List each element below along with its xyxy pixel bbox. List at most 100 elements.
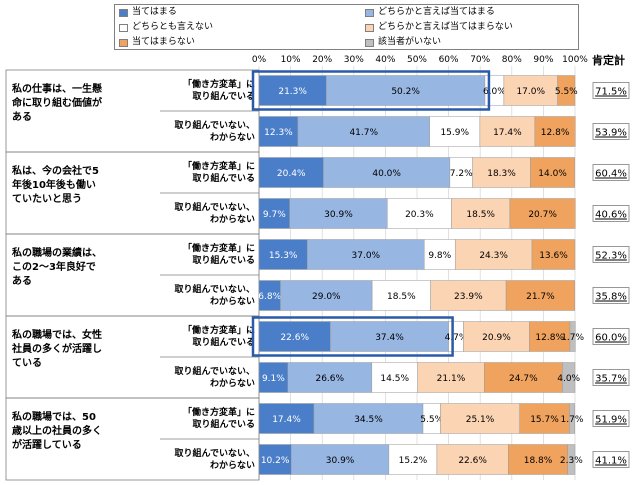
row-2-1-data-label-4: 21.7% [526,292,555,302]
row-3-1-bar-seg-4 [484,362,563,393]
row-3-0-data-label-4: 12.8% [535,333,564,343]
row-0-1-total-value: 53.9% [595,128,627,139]
legend-label-0: 当てはまる [132,7,177,17]
row-0-1-bar-seg-1 [297,116,430,147]
row-4-1-data-label-0: 10.2% [261,456,290,466]
row-4-0-data-label-5: 1.7% [561,415,584,425]
row-4-0-bar-seg-5 [569,403,575,434]
x-tick-label-9: 90% [533,55,553,65]
row-0-0-data-label-0: 21.3% [278,87,307,97]
row-2-0-data-label-4: 13.6% [539,251,568,261]
row-3-1-data-label-5: 4.0% [557,374,580,384]
row-2-1-data-label-1: 29.0% [312,292,341,302]
row-2-1-label: 取り組んでいない、わからない [174,283,255,307]
row-0-1-data-label-2: 15.9% [440,128,469,138]
row-4-1-bar-seg-1 [290,444,390,475]
row-4-0-data-label-3: 25.1% [466,415,495,425]
row-2-1-total-value: 35.8% [595,292,627,303]
row-4-0-data-label-4: 15.7% [530,415,559,425]
row-0-0-data-label-3: 17.0% [516,87,545,97]
legend: 当てはまる どちらかと言えば当てはまる どちらとも言えない どちらかと言えば当て… [114,4,579,50]
row-0-1-total-box [592,123,630,140]
row-3-1-bar-seg-2 [371,362,418,393]
row-2-0-data-label-1: 37.0% [352,251,381,261]
row-3-0-total-box [592,328,630,345]
row-1-0-bar-seg-0 [258,157,324,188]
row-0-0-total-value: 71.5% [595,87,627,98]
row-1-1-data-label-0: 9.7% [263,210,286,220]
row-4-1-bar-seg-5 [567,444,576,475]
row-4-1-data-label-1: 30.9% [326,456,355,466]
row-1-1-label: 取り組んでいない、わからない [174,201,255,225]
row-3-0-bar-seg-5 [569,321,576,352]
row-2-1-data-label-2: 18.5% [387,292,416,302]
row-1-0-data-label-4: 14.0% [538,169,567,179]
row-1-0-data-label-2: 7.2% [450,169,473,179]
legend-item-2: どちらとも言えない [119,22,213,33]
legend-swatch-3 [365,23,374,32]
row-1-1-bar-seg-2 [387,198,452,229]
legend-swatch-0 [119,8,128,17]
row-0-1-data-label-1: 41.7% [349,128,378,138]
row-0-0-data-label-2: 6.0% [483,87,506,97]
row-4-1-bar-seg-0 [258,444,292,475]
row-0-1-data-label-0: 12.3% [264,128,293,138]
row-1-0-total-value: 60.4% [595,169,627,180]
row-1-0-bar-seg-3 [472,157,531,188]
row-3-1-data-label-2: 14.5% [380,374,409,384]
row-0-1-data-label-3: 17.4% [493,128,522,138]
row-2-0-label: 「働き方変革」に取り組んでいる [183,242,255,266]
legend-label-3: どちらかと言えば当てはまらない [378,22,513,32]
question-label-0: 私の仕事は、一生懸命に取り組む価値がある [11,82,103,123]
row-4-0-data-label-0: 17.4% [272,415,301,425]
legend-item-3: どちらかと言えば当てはまらない [365,22,513,33]
row-3-0-bar-seg-1 [330,321,449,352]
row-1-0-data-label-3: 18.3% [487,169,516,179]
row-1-1-data-label-1: 30.9% [324,210,353,220]
row-3-1-data-label-4: 24.7% [509,374,538,384]
row-1-0-bar-seg-4 [530,157,575,188]
row-0-0-data-label-4: 5.5% [555,87,578,97]
row-1-1-bar-seg-4 [509,198,576,229]
row-1-1-bar-seg-3 [451,198,511,229]
row-1-0-data-label-0: 20.4% [277,169,306,179]
row-4-1-bar-seg-3 [436,444,509,475]
row-4-1-total-value: 41.1% [595,456,627,467]
row-3-1-total-value: 35.7% [595,374,627,385]
legend-label-4: 当てはまらない [132,37,195,47]
row-1-1-data-label-4: 20.7% [528,210,557,220]
legend-swatch-4 [119,38,128,47]
x-tick-label-10: 100% [562,55,588,65]
row-0-0-total-box [592,82,630,99]
row-0-1-label: 取り組んでいない、わからない [174,119,255,143]
row-3-1-label: 取り組んでいない、わからない [174,365,255,389]
row-3-1-data-label-0: 9.1% [262,374,285,384]
row-4-0-bar-seg-3 [440,403,520,434]
row-0-1-bar-seg-3 [479,116,536,147]
row-2-1-total-box [592,287,630,304]
x-tick-label-3: 30% [344,55,364,65]
row-3-0-data-label-5: 1.7% [561,333,584,343]
legend-swatch-2 [119,23,128,32]
row-1-0-bar-seg-1 [323,157,451,188]
row-2-0-data-label-3: 24.3% [479,251,508,261]
row-3-1-bar-seg-3 [417,362,485,393]
row-3-1-bar-seg-0 [258,362,289,393]
row-1-0-total-box [592,164,630,181]
row-4-1-label: 取り組んでいない、わからない [174,447,255,471]
row-0-1-bar-seg-0 [258,116,299,147]
question-label-4: 私の職場では、50 歳以上の社員の多くが活躍している [11,410,102,451]
row-3-1-total-box [592,369,630,386]
question-label-2: 私の職場の業績は、この2～3年良好である [11,246,102,287]
legend-item-4: 当てはまらない [119,37,195,48]
row-1-1-bar-seg-1 [289,198,388,229]
x-tick-label-7: 70% [470,55,490,65]
row-1-0-data-label-1: 40.0% [372,169,401,179]
row-0-0-highlight-frame [251,70,491,111]
x-tick-label-2: 20% [312,55,332,65]
row-4-0-data-label-1: 34.5% [354,415,383,425]
legend-item-5: 該当者がいない [365,37,441,48]
row-1-1-data-label-2: 20.3% [405,210,434,220]
x-tick-label-4: 40% [375,55,395,65]
row-2-0-bar-seg-2 [424,239,456,270]
